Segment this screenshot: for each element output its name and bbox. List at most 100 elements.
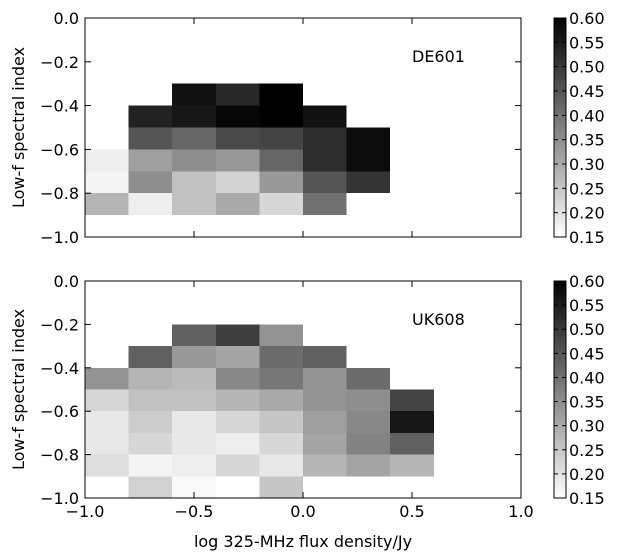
heatmap-cell xyxy=(85,367,129,390)
heatmap-cell xyxy=(215,346,260,368)
colorbar-tick-label: 0.40 xyxy=(569,368,605,387)
heatmap-cell xyxy=(85,149,129,172)
heatmap-cell xyxy=(215,83,260,106)
colorbar-tick-label: 0.30 xyxy=(569,417,605,436)
colorbar-tick-label: 0.20 xyxy=(569,204,605,223)
heatmap-cell xyxy=(215,324,260,347)
colorbar-tick-label: 0.60 xyxy=(569,272,605,291)
heatmap-cell xyxy=(128,389,173,412)
colorbar-tick-label: 0.35 xyxy=(569,131,605,150)
heatmap-cell xyxy=(215,105,260,128)
heatmap-cell xyxy=(346,149,391,172)
colorbar: 0.60 0.55 0.50 0.45 0.40 0.35 0.30 0.25 0.20 0.15 xyxy=(553,9,605,247)
heatmap-cell xyxy=(172,83,216,106)
y-tick-label: −0.8 xyxy=(40,446,79,465)
heatmap-cell xyxy=(172,389,216,412)
y-axis-label: Low-f spectral index xyxy=(9,309,28,470)
heatmap-cell xyxy=(303,193,347,216)
heatmap-cell xyxy=(259,149,303,172)
heatmap-cell xyxy=(346,389,391,412)
heatmap-cell xyxy=(172,149,216,172)
x-axis-label: log 325-MHz flux density/Jy xyxy=(194,532,412,551)
heatmap-cell xyxy=(215,367,260,390)
heatmap-cell xyxy=(172,171,216,194)
heatmap-cell xyxy=(259,476,303,498)
heatmap-cell xyxy=(346,367,391,390)
colorbar-tick-label: 0.15 xyxy=(569,489,605,508)
heatmap-cell xyxy=(215,454,260,477)
heatmap-cell xyxy=(215,171,260,194)
y-tick-label: −0.6 xyxy=(40,140,79,159)
colorbar: 0.60 0.55 0.50 0.45 0.40 0.35 0.30 0.25 0.20 0.15 xyxy=(553,272,605,508)
y-tick-label: −0.4 xyxy=(40,97,79,116)
colorbar-tick-label: 0.45 xyxy=(569,344,605,363)
heatmap-cell xyxy=(215,432,260,455)
colorbar-tick-label: 0.45 xyxy=(569,82,605,101)
heatmap-cell xyxy=(85,432,129,455)
colorbar-tick-label: 0.50 xyxy=(569,320,605,339)
heatmap-cell xyxy=(259,346,303,368)
colorbar-scale xyxy=(553,17,567,238)
heatmap-cell xyxy=(346,127,391,150)
panel-2: 0.0 −0.2 −0.4 −0.6 −0.8 −1.0−1.0 −0.5 0.0 0.5 1.0… xyxy=(9,272,605,521)
y-tick-label: −1.0 xyxy=(40,228,79,247)
heatmap-cell xyxy=(172,367,216,390)
heatmap-cell xyxy=(85,389,129,412)
colorbar-tick-label: 0.50 xyxy=(569,58,605,77)
heatmap-cell xyxy=(128,127,173,150)
panel-title: DE601 xyxy=(412,47,465,66)
heatmap-cell xyxy=(128,476,173,498)
heatmap-cell xyxy=(303,171,347,194)
heatmap-cell xyxy=(259,432,303,455)
heatmap-cell xyxy=(303,411,347,433)
colorbar-tick-label: 0.25 xyxy=(569,179,605,198)
y-tick-label: −0.6 xyxy=(40,402,79,421)
heatmap-cell xyxy=(259,411,303,433)
heatmap-cell xyxy=(259,105,303,128)
heatmap-cell xyxy=(259,389,303,412)
heatmap-cell xyxy=(303,127,347,150)
heatmap-cell xyxy=(172,105,216,128)
heatmap-cell xyxy=(259,171,303,194)
heatmap-cell xyxy=(128,105,173,128)
panel-title: UK608 xyxy=(412,310,465,329)
colorbar-tick-label: 0.55 xyxy=(569,33,605,52)
y-tick-label: −0.2 xyxy=(40,53,79,72)
heatmap-cell xyxy=(172,476,216,498)
y-tick-label: −0.8 xyxy=(40,184,79,203)
x-tick-label: 0.5 xyxy=(399,502,424,521)
heatmap-cell xyxy=(128,432,173,455)
heatmap-cell xyxy=(172,193,216,216)
heatmap-cell xyxy=(172,411,216,433)
heatmap-cell xyxy=(390,432,434,455)
heatmap-cell xyxy=(259,193,303,216)
heatmap-cell xyxy=(215,193,260,216)
heatmap-cell xyxy=(172,454,216,477)
heatmap-cell xyxy=(303,454,347,477)
heatmap-cell xyxy=(172,324,216,347)
colorbar-tick-label: 0.55 xyxy=(569,296,605,315)
heatmap-cell xyxy=(259,324,303,347)
heatmap-cell xyxy=(390,454,434,477)
heatmap-cell xyxy=(303,346,347,368)
heatmap-cell xyxy=(390,389,434,412)
x-tick-label: 1.0 xyxy=(508,502,533,521)
heatmap-cell xyxy=(128,454,173,477)
heatmap-cell xyxy=(172,432,216,455)
colorbar-tick-label: 0.20 xyxy=(569,465,605,484)
heatmap-cell xyxy=(128,367,173,390)
heatmap-cell xyxy=(128,149,173,172)
y-tick-label: −0.4 xyxy=(40,359,79,378)
heatmap-cell xyxy=(259,367,303,390)
heatmap-cell xyxy=(346,171,391,194)
heatmap-cell xyxy=(346,432,391,455)
colorbar-tick-label: 0.40 xyxy=(569,106,605,125)
y-axis-label: Low-f spectral index xyxy=(9,47,28,208)
heatmap-cell xyxy=(128,193,173,216)
x-tick-label: −1.0 xyxy=(66,502,105,521)
colorbar-tick-label: 0.15 xyxy=(569,228,605,247)
panel-1: 0.0 −0.2 −0.4 −0.6 −0.8 −1.0 Low-f spectral in… xyxy=(9,9,605,247)
heatmap-cell xyxy=(259,454,303,477)
heatmap-cell xyxy=(259,127,303,150)
